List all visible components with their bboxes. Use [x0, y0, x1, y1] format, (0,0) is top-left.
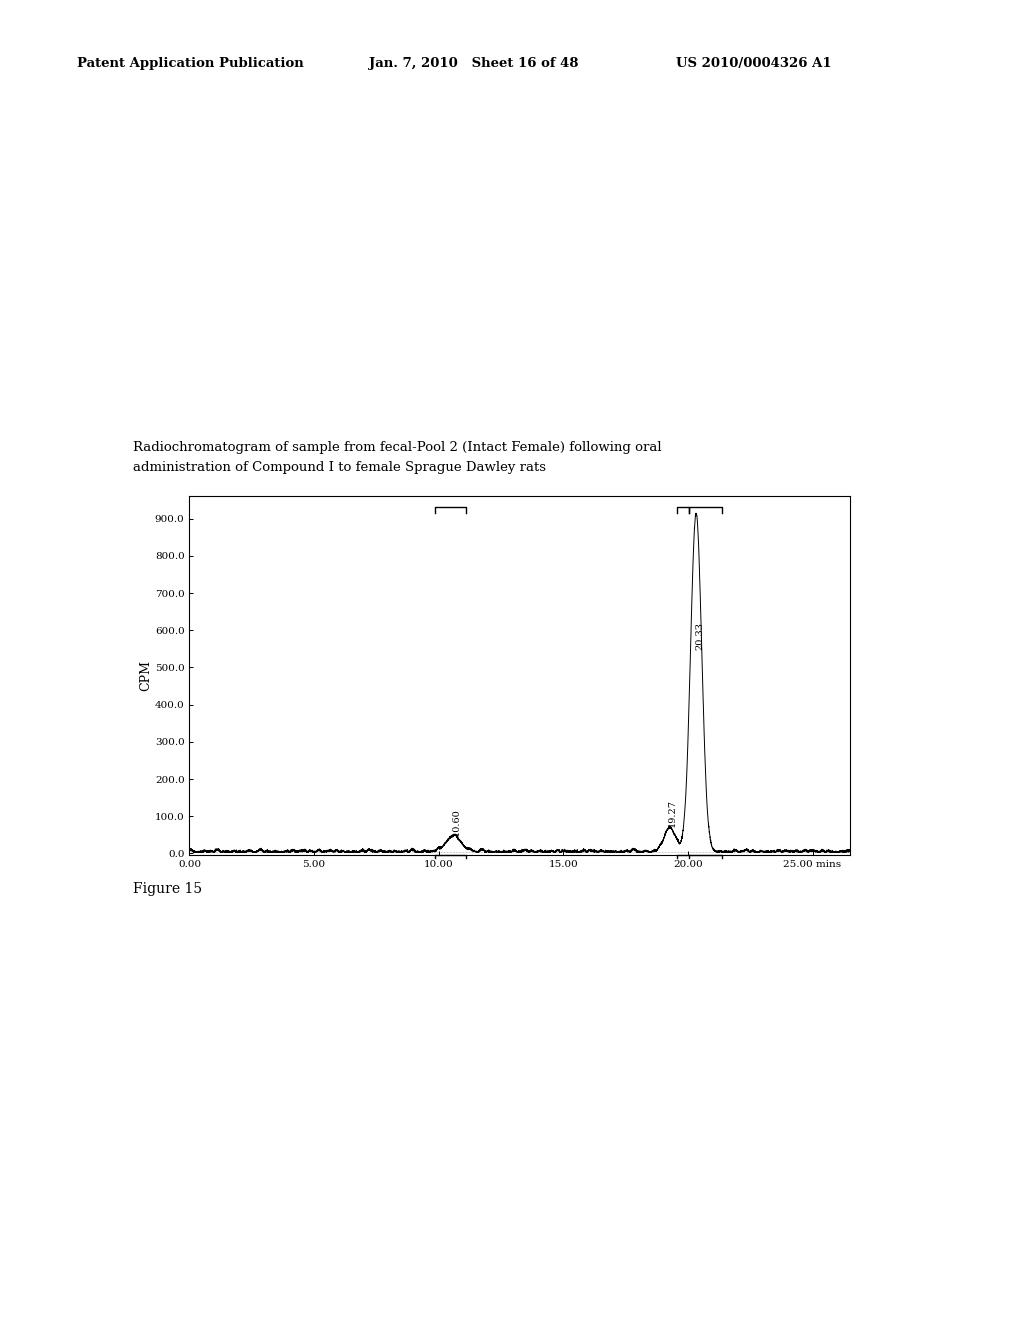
Text: 10.60: 10.60: [453, 808, 461, 836]
Text: 19.27: 19.27: [668, 800, 677, 828]
Text: US 2010/0004326 A1: US 2010/0004326 A1: [676, 57, 831, 70]
Text: Jan. 7, 2010   Sheet 16 of 48: Jan. 7, 2010 Sheet 16 of 48: [369, 57, 579, 70]
Text: Radiochromatogram of sample from fecal-Pool 2 (Intact Female) following oral: Radiochromatogram of sample from fecal-P…: [133, 441, 662, 454]
Text: Patent Application Publication: Patent Application Publication: [77, 57, 303, 70]
Text: 20.33: 20.33: [695, 622, 705, 651]
Y-axis label: CPM: CPM: [139, 660, 152, 692]
Text: administration of Compound I to female Sprague Dawley rats: administration of Compound I to female S…: [133, 461, 546, 474]
Text: Figure 15: Figure 15: [133, 882, 203, 896]
